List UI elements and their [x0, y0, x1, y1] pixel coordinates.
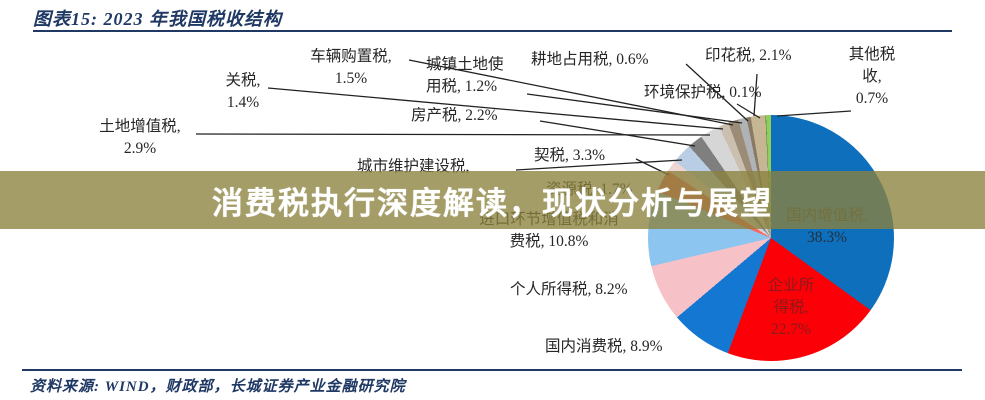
leader-property-tax [539, 120, 696, 147]
callout-other-taxes: 其他税 收, 0.7% [848, 46, 896, 107]
banner-title: 消费税执行深度解读，现状分析与展望 [212, 185, 773, 221]
callout-property-tax: 房产税, 2.2% [411, 107, 498, 124]
leader-urban-land-use-tax [526, 93, 743, 124]
overlay-banner: 消费税执行深度解读，现状分析与展望 [0, 171, 985, 229]
callout-domestic-consumption-tax: 国内消费税, 8.9% [545, 338, 663, 355]
leader-stamp-tax [753, 73, 758, 117]
source-divider [22, 369, 962, 371]
leader-farmland-occupation-tax [685, 63, 749, 122]
callout-individual-income-tax: 个人所得税, 8.2% [510, 281, 628, 298]
callout-urban-land-use-tax: 城镇土地使 用税, 1.2% [426, 56, 504, 95]
leader-urban-maintenance-construction-tax [515, 159, 683, 171]
source-text: 资料来源: WIND，财政部，长城证券产业金融研究院 [30, 379, 406, 395]
callout-deed-tax: 契税, 3.3% [534, 147, 606, 164]
pie-chart [648, 115, 894, 361]
callout-farmland-occupation-tax: 耕地占用税, 0.6% [531, 51, 649, 68]
callout-urban-maintenance-construction-tax: 城市维护建设税, [357, 158, 470, 175]
callout-environmental-protection-tax: 环境保护税, 0.1% [644, 84, 762, 101]
callout-land-appreciation-tax: 土地增值税, 2.9% [99, 118, 181, 157]
leader-other-taxes [776, 110, 852, 117]
title-underline [33, 30, 952, 32]
callout-vehicle-purchase-tax: 车辆购置税, 1.5% [310, 48, 392, 87]
chart-title: 图表15: 2023 年我国税收结构 [33, 9, 282, 29]
leader-tariff [267, 87, 724, 130]
leader-environmental-protection-tax [736, 103, 761, 119]
callout-tariff: 关税, 1.4% [225, 72, 261, 111]
callout-stamp-tax: 印花税, 2.1% [705, 47, 792, 64]
callout-corporate-income-tax: 企业所 得税, 22.7% [767, 277, 815, 338]
